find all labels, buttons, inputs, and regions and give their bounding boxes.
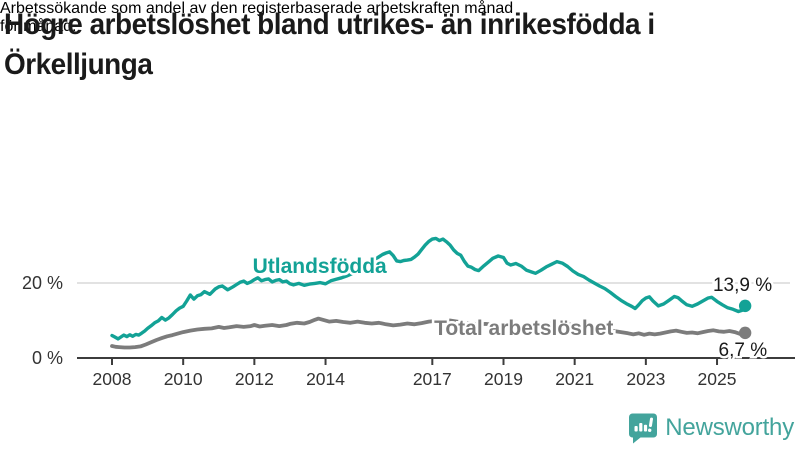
x-axis-tick-label: 2025 <box>698 369 737 389</box>
chart-title-line-2: Örkelljunga <box>4 48 153 81</box>
speech-bubble-shape <box>629 413 658 444</box>
chart-title-line-1: Högre arbetslöshet bland utrikes- än inr… <box>4 8 655 41</box>
bar-3 <box>644 424 648 432</box>
series-end-dot <box>738 299 752 313</box>
series-label: Total arbetslöshet <box>434 317 613 340</box>
series-line-total <box>110 316 747 350</box>
x-axis-tick-label: 2021 <box>555 369 594 389</box>
series-label: Utlandsfödda <box>253 255 387 278</box>
series-end-value-label: 6,7 % <box>719 340 768 361</box>
x-axis-tick-label: 2012 <box>235 369 274 389</box>
newsworthy-logo-icon <box>629 413 658 444</box>
x-axis-tick-label: 2017 <box>413 369 452 389</box>
bar-1 <box>634 426 638 432</box>
newsworthy-wordmark: Newsworthy <box>665 414 794 441</box>
newsworthy-logo: Newsworthy <box>628 412 794 444</box>
x-axis-tick-label: 2019 <box>484 369 523 389</box>
x-axis-tick-label: 2010 <box>164 369 203 389</box>
series-end-value-label: 13,9 % <box>713 275 772 296</box>
exclamation-mark <box>648 417 654 432</box>
y-axis-tick-label: 0 % <box>32 348 63 368</box>
chart-title: Högre arbetslöshet bland utrikes- än inr… <box>4 5 655 85</box>
series-end-dot <box>738 326 752 340</box>
series-line-utlandsfodda <box>110 236 747 341</box>
bar-2 <box>639 423 643 432</box>
x-axis-tick-label: 2014 <box>306 369 345 389</box>
chart-subtitle-line-1: Arbetssökande som andel av den registerb… <box>0 0 514 17</box>
x-axis-tick-label: 2008 <box>93 369 132 389</box>
y-axis-tick-label: 20 % <box>22 273 63 293</box>
x-axis-tick-label: 2023 <box>626 369 665 389</box>
chart-subtitle-line-2: för månad. <box>0 18 77 35</box>
